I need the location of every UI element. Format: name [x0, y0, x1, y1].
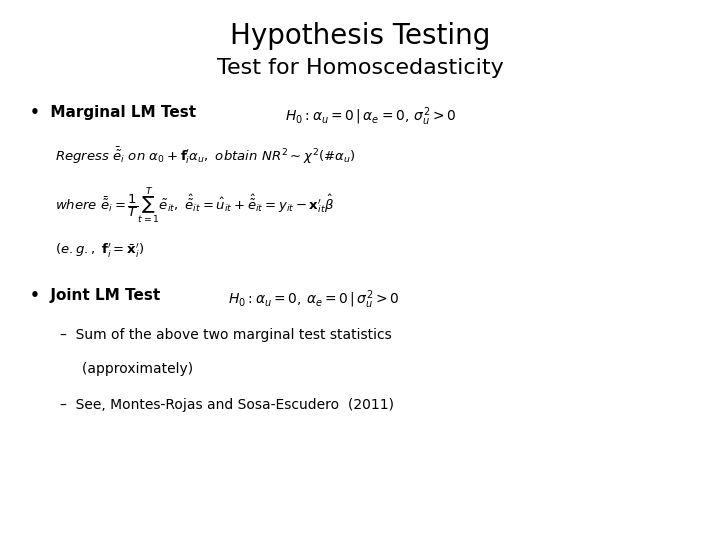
- Text: Test for Homoscedasticity: Test for Homoscedasticity: [217, 58, 503, 78]
- Text: –  Sum of the above two marginal test statistics: – Sum of the above two marginal test sta…: [60, 328, 392, 342]
- Text: $H_0 : \alpha_u = 0,\,\alpha_e = 0\,|\,\sigma_u^2 > 0$: $H_0 : \alpha_u = 0,\,\alpha_e = 0\,|\,\…: [228, 288, 400, 310]
- Text: $\mathit{Regress}\ \bar{\tilde{e}}_i\ \mathit{on}\ \alpha_0 + \mathbf{f}_i^\prim: $\mathit{Regress}\ \bar{\tilde{e}}_i\ \m…: [55, 145, 356, 166]
- Text: $\mathit{where}\ \bar{\tilde{e}}_i = \dfrac{1}{T}\sum_{t=1}^{T}\tilde{e}_{it},\ : $\mathit{where}\ \bar{\tilde{e}}_i = \df…: [55, 185, 334, 225]
- Text: (approximately): (approximately): [60, 362, 193, 376]
- Text: •  Joint LM Test: • Joint LM Test: [30, 288, 161, 303]
- Text: $H_0 : \alpha_u = 0\,|\,\alpha_e = 0,\,\sigma_u^2 > 0$: $H_0 : \alpha_u = 0\,|\,\alpha_e = 0,\,\…: [285, 105, 456, 127]
- Text: –  See, Montes-Rojas and Sosa-Escudero  (2011): – See, Montes-Rojas and Sosa-Escudero (2…: [60, 398, 394, 412]
- Text: Hypothesis Testing: Hypothesis Testing: [230, 22, 490, 50]
- Text: •  Marginal LM Test: • Marginal LM Test: [30, 105, 196, 120]
- Text: $(e.g.,\ \mathbf{f}_i^\prime = \bar{\mathbf{x}}_i^\prime)$: $(e.g.,\ \mathbf{f}_i^\prime = \bar{\mat…: [55, 242, 144, 260]
